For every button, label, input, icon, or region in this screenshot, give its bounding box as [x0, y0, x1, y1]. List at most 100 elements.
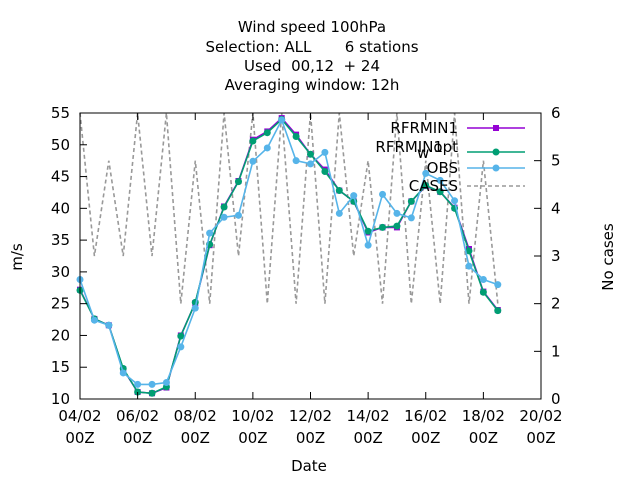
title-line-3: Used 00,12 + 24 — [244, 57, 380, 75]
data-point-obs — [407, 214, 415, 222]
data-point-obs — [451, 197, 459, 205]
data-point-rfrmin1-w-opt — [335, 187, 343, 195]
data-point-rfrmin1-w-opt — [263, 129, 271, 137]
data-point-obs — [249, 157, 257, 165]
y-tick-label: 35 — [51, 231, 70, 249]
data-point-obs — [479, 276, 487, 284]
data-point-rfrmin1-w-opt — [307, 150, 314, 158]
x-tick-label: 14/02 — [347, 407, 390, 425]
x-tick-label: 12/02 — [289, 407, 332, 425]
x-tick-label-hour: 00Z — [526, 429, 555, 447]
data-point-obs — [206, 229, 214, 237]
x-tick-label: 16/02 — [404, 407, 447, 425]
x-tick-label: 08/02 — [174, 407, 217, 425]
data-point-obs — [134, 380, 142, 388]
x-tick-label-hour: 00Z — [238, 429, 267, 447]
data-point-rfrmin1-w-opt — [393, 222, 401, 230]
x-tick-label: 10/02 — [231, 407, 274, 425]
data-point-rfrmin1-w-opt — [422, 181, 430, 189]
y2-tick-label: 0 — [551, 390, 561, 408]
data-point-obs — [494, 281, 502, 289]
x-tick-label: 06/02 — [116, 407, 159, 425]
x-tick-label: 04/02 — [58, 407, 101, 425]
data-point-obs — [422, 169, 430, 177]
y2-axis-label: No cases — [599, 223, 617, 291]
data-point-rfrmin1-w-opt — [407, 197, 415, 205]
title-line-1: Wind speed 100hPa — [238, 18, 386, 36]
legend-label-subscript: w — [417, 144, 429, 162]
y2-tick-label: 3 — [551, 247, 561, 265]
y-tick-label: 50 — [51, 136, 70, 154]
data-point-obs — [379, 190, 387, 198]
y-tick-label: 25 — [51, 295, 70, 313]
legend-marker — [492, 148, 500, 156]
data-point-obs — [393, 209, 401, 217]
data-point-obs — [148, 380, 156, 388]
legend-label-rfrmin1-w-opt: RFRMIN1 — [375, 138, 443, 156]
y2-tick-label: 6 — [551, 104, 561, 122]
x-tick-label-hour: 00Z — [65, 429, 94, 447]
title-line-2: Selection: ALL 6 stations — [205, 38, 418, 56]
data-point-rfrmin1-w-opt — [436, 188, 444, 196]
data-point-obs — [119, 369, 127, 377]
y2-tick-label: 2 — [551, 295, 561, 313]
y-tick-label: 30 — [51, 263, 70, 281]
data-point-obs — [90, 316, 98, 324]
data-point-rfrmin1-w-opt — [494, 307, 502, 315]
data-point-rfrmin1-w-opt — [249, 137, 257, 145]
data-point-obs — [321, 148, 329, 156]
title-line-4: Averaging window: 12h — [225, 76, 400, 94]
y2-tick-label: 5 — [551, 152, 561, 170]
x-tick-label-hour: 00Z — [353, 429, 382, 447]
legend-label-obs: OBS — [427, 159, 458, 177]
data-point-obs — [292, 157, 300, 165]
data-point-rfrmin1-w-opt — [177, 332, 185, 340]
x-tick-label-hour: 00Z — [123, 429, 152, 447]
legend-label-rfrmin1: RFRMIN1 — [390, 119, 458, 137]
legend-marker — [492, 164, 500, 172]
data-point-obs — [350, 192, 358, 200]
data-point-obs — [465, 262, 473, 270]
legend-marker — [493, 125, 499, 131]
y-tick-label: 55 — [51, 104, 70, 122]
data-series — [76, 115, 502, 397]
x-tick-label-hour: 00Z — [469, 429, 498, 447]
data-point-obs — [335, 209, 343, 217]
data-point-obs — [220, 213, 228, 221]
data-point-obs — [177, 343, 185, 351]
data-point-obs — [263, 144, 271, 152]
data-point-obs — [278, 116, 286, 124]
data-point-rfrmin1-w-opt — [220, 203, 228, 211]
data-point-obs — [234, 211, 242, 219]
x-axis-label: Date — [291, 457, 327, 475]
data-point-rfrmin1-w-opt — [379, 223, 387, 231]
y-tick-label: 40 — [51, 199, 70, 217]
y-tick-label: 15 — [51, 358, 70, 376]
data-point-rfrmin1-w-opt — [479, 288, 487, 296]
y-tick-label: 20 — [51, 326, 70, 344]
x-tick-label-hour: 00Z — [411, 429, 440, 447]
y-tick-label: 45 — [51, 168, 70, 186]
axis-ticks: 10152025303540455055012345604/0200Z06/02… — [51, 104, 563, 447]
chart-title: Wind speed 100hPa Selection: ALL 6 stati… — [205, 18, 418, 94]
data-point-rfrmin1-w-opt — [321, 167, 329, 175]
x-tick-label: 18/02 — [462, 407, 505, 425]
data-point-rfrmin1-w-opt — [364, 227, 372, 235]
data-point-rfrmin1-w-opt — [465, 247, 473, 255]
data-point-obs — [436, 176, 444, 184]
y2-tick-label: 1 — [551, 342, 561, 360]
y-tick-label: 10 — [51, 390, 70, 408]
x-tick-label-hour: 00Z — [296, 429, 325, 447]
y2-tick-label: 4 — [551, 199, 561, 217]
x-tick-label: 20/02 — [519, 407, 562, 425]
data-point-obs — [162, 378, 170, 386]
data-point-obs — [307, 160, 314, 168]
x-tick-label-hour: 00Z — [181, 429, 210, 447]
legend-label-opt: opt — [433, 138, 458, 156]
data-point-obs — [364, 241, 372, 249]
data-point-rfrmin1-w-opt — [148, 389, 156, 397]
data-point-obs — [105, 321, 113, 329]
data-point-obs — [191, 304, 199, 312]
